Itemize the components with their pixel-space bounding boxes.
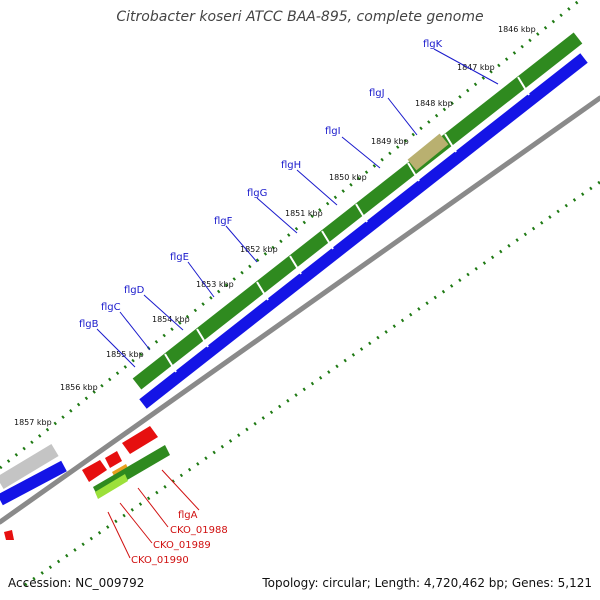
gene-label-CKO_01988[interactable]: CKO_01988: [170, 525, 228, 536]
gene-label-flgA[interactable]: flgA: [178, 510, 198, 521]
gene-label-flgB[interactable]: flgB: [79, 319, 99, 330]
tick-label: 1847 kbp: [457, 63, 495, 72]
red-gene-2[interactable]: [105, 451, 122, 468]
lower-segment: [0, 426, 170, 540]
inner-dotted-track: [24, 180, 600, 587]
gene-label-flgE[interactable]: flgE: [170, 252, 189, 263]
outer-dotted-track: [0, 0, 581, 470]
red-gene-3[interactable]: [122, 426, 158, 454]
gene-label-flgK[interactable]: flgK: [423, 39, 443, 50]
upper-segment: [132, 32, 588, 409]
gene-label-CKO_01990[interactable]: CKO_01990: [131, 555, 189, 566]
map-title: Citrobacter koseri ATCC BAA-895, complet…: [116, 9, 484, 25]
tick-label: 1848 kbp: [415, 99, 453, 108]
gene-label-flgF[interactable]: flgF: [214, 216, 233, 227]
tick-label: 1852 kbp: [240, 245, 278, 254]
blue-gene-band-lower[interactable]: [0, 460, 67, 506]
backbone-line: [0, 95, 600, 525]
gene-label-flgH[interactable]: flgH: [281, 160, 301, 171]
gene-label-flgI[interactable]: flgI: [325, 126, 341, 137]
red-gene-labels: flgA CKO_01988 CKO_01989 CKO_01990: [131, 510, 228, 566]
blue-leader-lines: [96, 48, 499, 368]
genome-stats: Topology: circular; Length: 4,720,462 bp…: [262, 576, 592, 590]
tick-label: 1853 kbp: [196, 280, 234, 289]
accession-label: Accession: NC_009792: [8, 576, 145, 590]
gene-label-flgC[interactable]: flgC: [101, 302, 121, 313]
tick-label: 1846 kbp: [498, 25, 536, 34]
gene-label-flgD[interactable]: flgD: [124, 285, 145, 296]
gene-label-flgJ[interactable]: flgJ: [369, 88, 385, 99]
tick-label: 1849 kbp: [371, 137, 409, 146]
blue-gene-band[interactable]: [139, 53, 588, 409]
tick-label: 1857 kbp: [14, 418, 52, 427]
red-leader-lines: [107, 469, 200, 559]
gene-label-flgG[interactable]: flgG: [247, 188, 267, 199]
green-gene-band[interactable]: [132, 32, 583, 390]
tick-labels: 1846 kbp 1847 kbp 1848 kbp 1849 kbp 1850…: [14, 25, 536, 427]
tick-label: 1850 kbp: [329, 173, 367, 182]
gray-gene-band[interactable]: [0, 443, 59, 490]
yellow-green-gene[interactable]: [95, 474, 128, 499]
blue-gene-labels: flgK flgJ flgI flgH flgG flgF flgE flgD …: [79, 39, 443, 330]
gene-label-CKO_01989[interactable]: CKO_01989: [153, 540, 211, 551]
tick-label: 1856 kbp: [60, 383, 98, 392]
tick-label: 1855 kbp: [106, 350, 144, 359]
red-gene-edge[interactable]: [4, 530, 14, 540]
tick-label: 1851 kbp: [285, 209, 323, 218]
red-gene-1[interactable]: [82, 460, 107, 482]
highlighted-gene-flgI[interactable]: [407, 133, 449, 171]
